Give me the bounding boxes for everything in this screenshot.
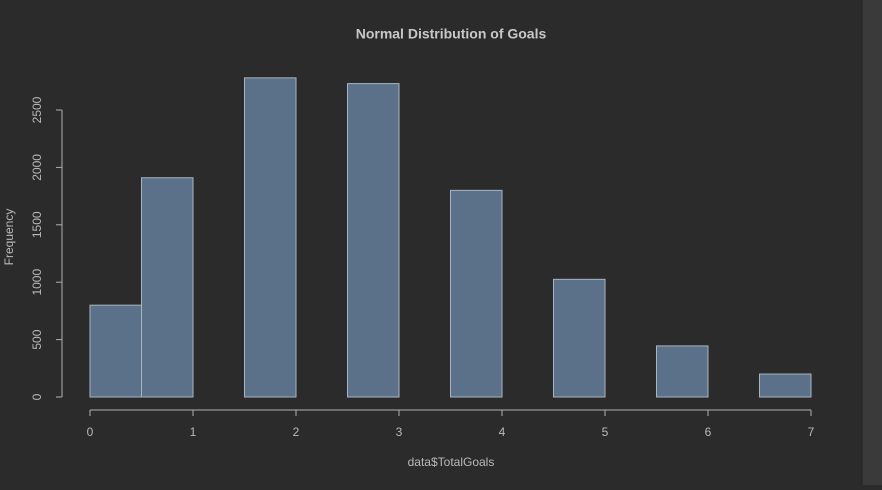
y-axis-label: Frequency	[2, 209, 16, 266]
x-tick-label: 4	[499, 425, 506, 439]
x-tick-label: 1	[190, 425, 197, 439]
plot-background	[0, 0, 862, 485]
bar	[553, 278, 606, 398]
x-tick-label: 5	[602, 425, 609, 439]
bar	[89, 304, 142, 398]
bar	[347, 83, 400, 398]
x-tick-label: 0	[87, 425, 94, 439]
y-tick-label: 2000	[30, 154, 44, 181]
x-axis-label: data$TotalGoals	[408, 455, 495, 469]
bar	[656, 345, 709, 398]
y-tick-label: 0	[30, 393, 44, 400]
side-panel	[862, 0, 882, 485]
x-tick-label: 3	[396, 425, 403, 439]
x-tick-label: 7	[808, 425, 815, 439]
y-tick-label: 500	[30, 329, 44, 349]
y-tick-label: 1000	[30, 269, 44, 296]
chart-title: Normal Distribution of Goals	[356, 26, 547, 42]
x-tick-label: 6	[705, 425, 712, 439]
y-tick-label: 2500	[30, 96, 44, 123]
y-tick-label: 1500	[30, 211, 44, 238]
bar	[141, 177, 194, 398]
bar	[759, 373, 812, 398]
bar	[450, 189, 503, 398]
bar	[244, 77, 297, 398]
x-tick-label: 2	[293, 425, 300, 439]
